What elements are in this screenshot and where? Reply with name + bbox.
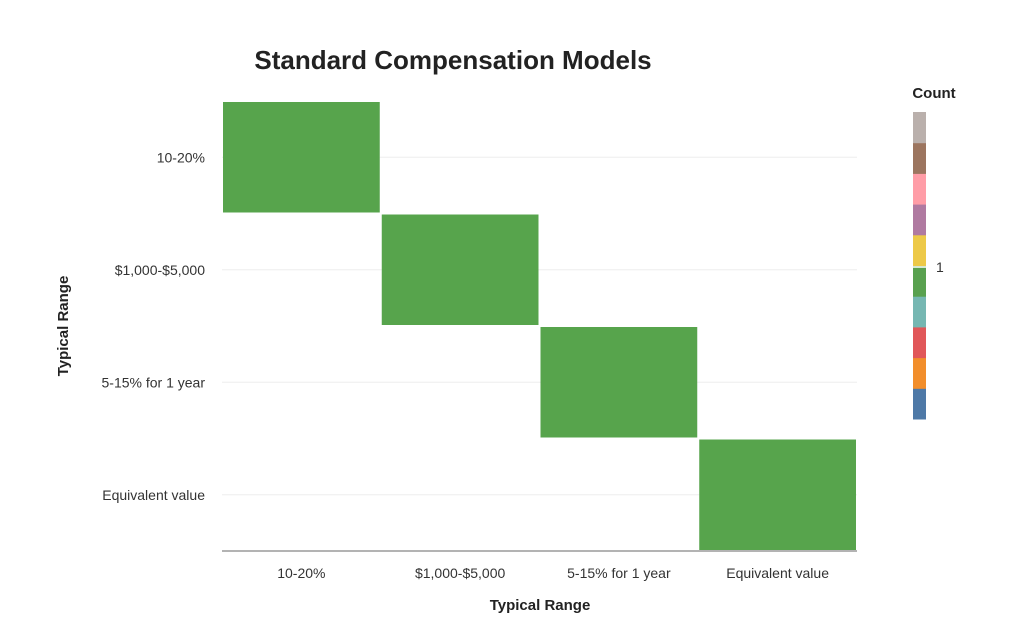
colorbar-segment <box>913 326 926 359</box>
legend-title: Count <box>912 85 955 102</box>
colorbar-segment <box>913 234 926 266</box>
colorbar-segment <box>913 388 926 420</box>
y-tick-labels: 10-20% $1,000-$5,000 5-15% for 1 year Equiv… <box>102 149 206 503</box>
colorbar-tick-label: 1 <box>936 259 944 275</box>
colorbar-segment <box>913 265 926 297</box>
heatmap-cell <box>699 439 856 550</box>
colorbar-segment <box>913 357 926 389</box>
heatmap-cells <box>223 102 856 550</box>
colorbar-segment <box>913 112 926 144</box>
colorbar <box>913 112 926 420</box>
x-tick-label: 10-20% <box>277 565 325 581</box>
heatmap-cell <box>223 102 380 213</box>
x-tick-label: Equivalent value <box>726 565 829 581</box>
colorbar-segment <box>913 173 926 205</box>
colorbar-segment <box>913 204 926 236</box>
chart-title: Standard Compensation Models <box>254 45 651 75</box>
colorbar-segment <box>913 296 926 328</box>
y-tick-label: Equivalent value <box>102 487 205 503</box>
y-axis-title: Typical Range <box>55 276 72 377</box>
y-tick-label: $1,000-$5,000 <box>115 262 206 278</box>
colorbar-segment <box>913 142 926 174</box>
heatmap-cell <box>540 327 698 438</box>
x-tick-label: $1,000-$5,000 <box>415 565 506 581</box>
x-tick-labels: 10-20% $1,000-$5,000 5-15% for 1 year Equiv… <box>277 565 829 581</box>
x-tick-label: 5-15% for 1 year <box>567 565 671 581</box>
heatmap-cell <box>381 214 539 325</box>
x-axis-title: Typical Range <box>490 597 591 614</box>
y-tick-label: 10-20% <box>157 149 205 165</box>
y-tick-label: 5-15% for 1 year <box>102 374 206 390</box>
colorbar-ticks: 1 <box>913 259 944 275</box>
